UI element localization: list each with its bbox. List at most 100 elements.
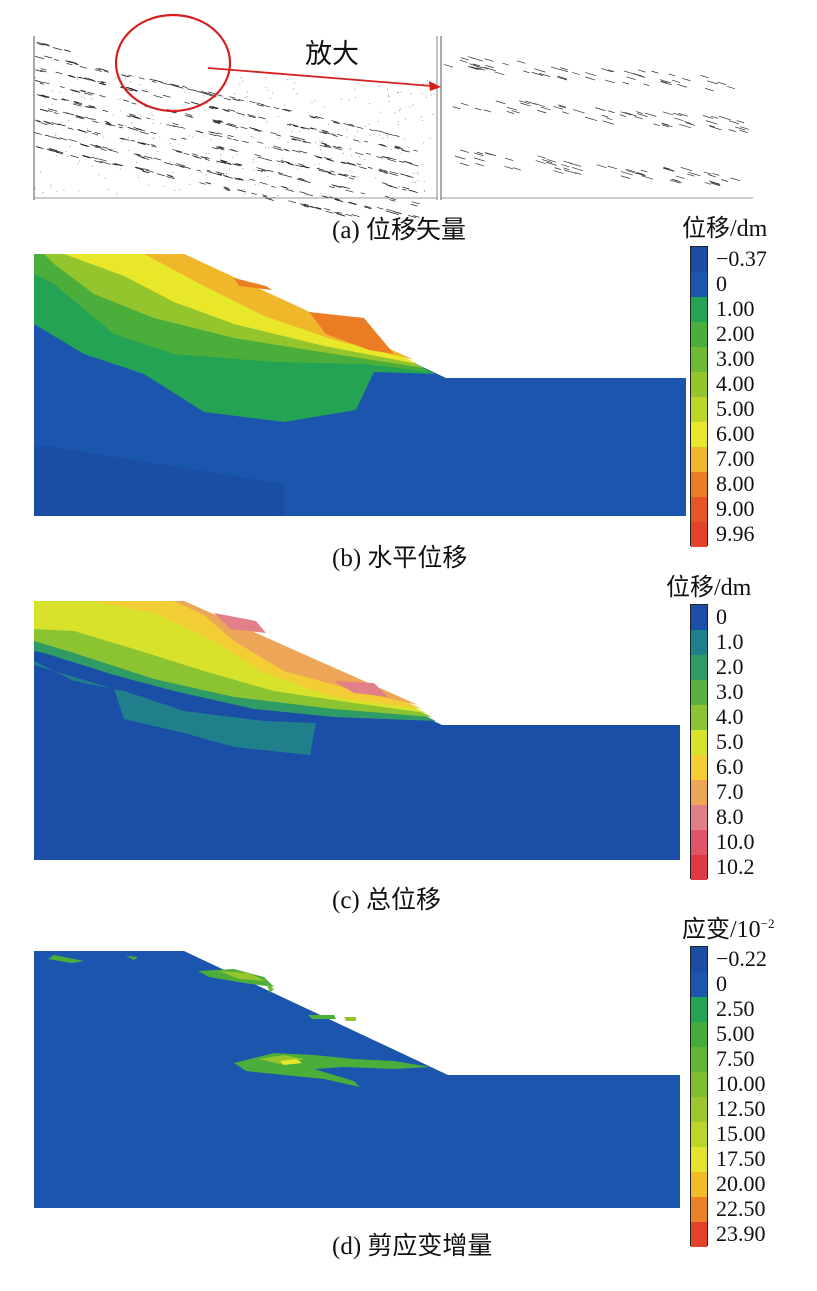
vector-arrow [278,173,285,176]
vector-dot [202,135,204,137]
vector-dot [397,121,399,123]
vector-arrow [213,120,221,123]
vector-arrow [76,76,82,79]
vector-arrow [102,109,109,112]
vector-arrow [59,86,65,89]
vector-dot [253,137,255,139]
vector-dot [396,92,398,94]
vector-arrow [553,170,564,174]
colorbar-segment [691,1047,707,1072]
vector-dot [145,88,147,90]
vector-arrow [265,197,275,201]
vector-arrow [674,117,684,121]
colorbar-segment [691,1097,707,1122]
vector-dot [188,135,190,137]
vector-arrow [315,115,324,120]
vector-arrow [288,200,296,204]
vector-arrow [535,160,546,164]
vector-arrow [356,126,364,129]
vector-arrow [160,82,168,85]
vector-dot [236,128,238,130]
vector-arrow [705,120,718,125]
colorbar-label: 5.0 [716,728,744,754]
vector-dot [328,123,330,125]
vector-dot [154,145,156,147]
vector-dot [148,184,150,186]
vector-dot [115,77,117,79]
colorbar-label: 10.00 [716,1070,766,1096]
vector-dot [116,193,118,195]
colorbar-segment [691,297,707,322]
vector-arrow [163,94,171,98]
vector-arrow [237,98,244,102]
colorbar-segment [691,472,707,497]
vector-arrow [406,175,412,178]
vector-dot [189,183,191,185]
vector-dot [127,137,129,139]
contour-total-displacement [34,601,680,860]
colorbar-segment [691,372,707,397]
vector-arrow [364,140,369,143]
colorbar-segment [691,497,707,522]
vector-arrow [485,65,494,69]
vector-arrow [47,110,53,113]
vector-arrow [139,131,149,135]
vector-dot [430,94,432,96]
vector-arrow [262,195,268,198]
vector-dot [44,97,46,99]
vector-arrow [345,213,353,217]
vector-dot [242,115,244,117]
vector-arrow [93,160,103,164]
vector-dot [265,146,267,148]
colorbar-d [690,946,708,1247]
vector-dot [87,128,89,130]
vector-dot [387,89,389,91]
vector-dot [354,135,356,137]
vector-arrow [712,173,720,176]
vector-dot [112,114,114,116]
vector-arrow [299,191,307,194]
vector-arrow [324,208,331,211]
vector-dot [388,96,390,98]
vector-arrow [48,149,55,152]
vector-arrow [409,189,418,194]
vector-arrow [215,134,223,138]
vector-arrow [39,82,45,85]
vector-arrow [103,70,110,73]
vector-arrow [327,159,333,162]
vector-arrow [389,172,398,176]
vector-arrow [298,177,305,180]
vector-arrow [59,137,68,141]
vector-arrow [285,149,290,152]
vector-arrow [182,85,187,88]
colorbar-segment [691,347,707,372]
vector-arrow [476,151,484,155]
colorbar-label: 12.50 [716,1095,766,1121]
vector-arrow [94,146,99,149]
vector-arrow [151,80,157,83]
vector-dot [296,93,298,95]
vector-arrow [349,177,355,180]
vector-dot [378,134,380,136]
vector-dot [177,143,179,145]
vector-arrow [164,162,174,166]
vector-dot [423,181,425,183]
vector-arrow [558,105,567,109]
vector-arrow [326,171,331,174]
vector-arrow [84,116,93,120]
vector-arrow [230,149,236,152]
vector-dot [131,122,133,124]
colorbar-segment [691,1122,707,1147]
vector-dot [386,135,388,137]
vector-arrow [735,126,746,131]
vector-arrow [718,115,731,121]
vector-arrow [386,208,394,212]
vector-arrow [358,166,367,170]
vector-arrow [337,146,343,149]
vector-dot [414,182,416,184]
vector-arrow [325,144,331,147]
vector-arrow [605,117,613,121]
vector-dot [404,138,406,140]
vector-dot [50,184,52,186]
vector-arrow [302,141,307,143]
